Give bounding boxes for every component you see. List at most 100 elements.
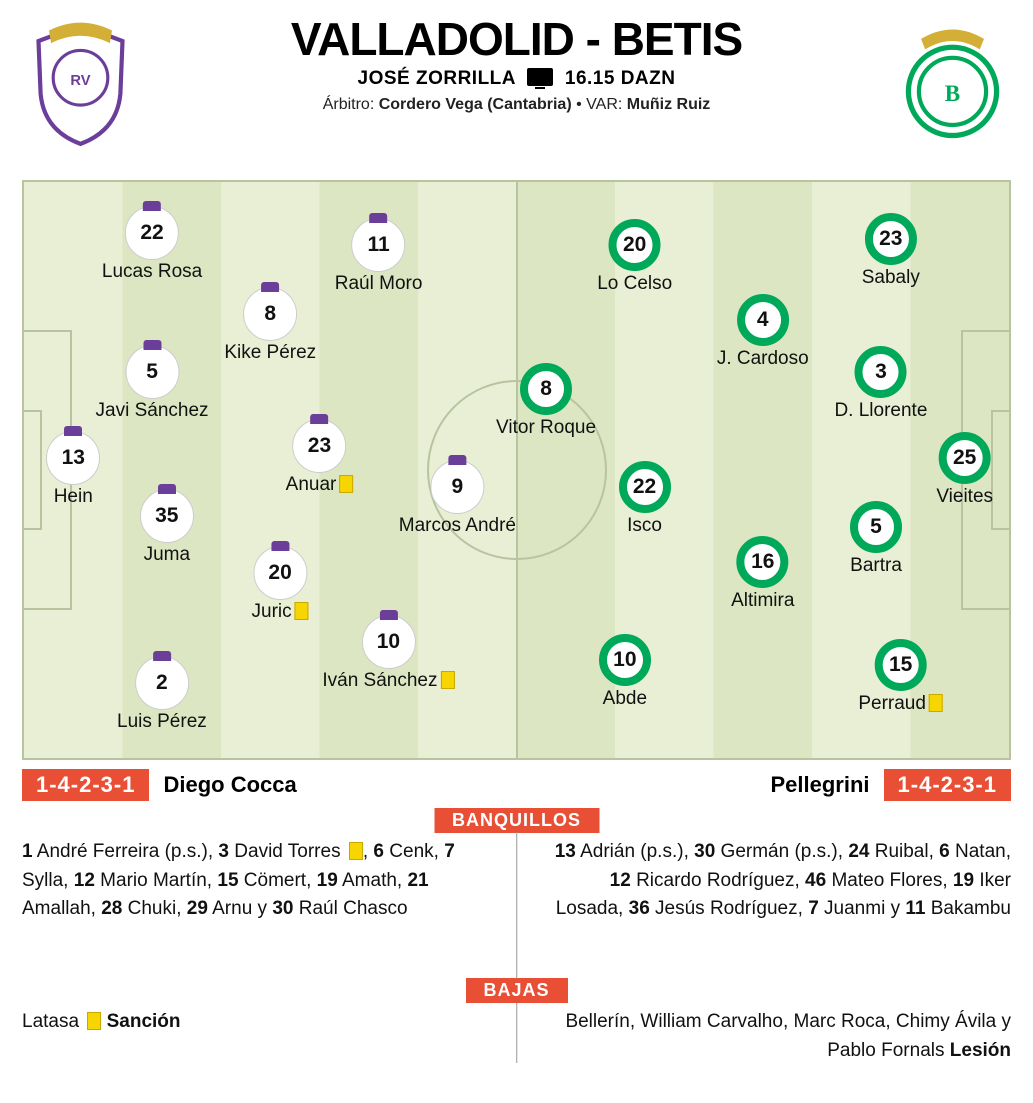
player-shirt: 13 — [47, 432, 99, 484]
home-player-2: 2Luis Pérez — [117, 657, 207, 733]
player-name: Javi Sánchez — [96, 400, 209, 422]
home-player-5: 5Javi Sánchez — [96, 346, 209, 422]
match-header: RV B VALLADOLID - BETIS JOSÉ ZORRILLA 16… — [0, 0, 1033, 122]
player-name: Luis Pérez — [117, 711, 207, 733]
away-bajas: Bellerín, William Carvalho, Marc Roca, C… — [541, 1008, 1011, 1065]
yellow-card-icon — [87, 1012, 101, 1030]
player-name: Juma — [141, 544, 193, 566]
player-name: Isco — [619, 515, 671, 537]
player-shirt: 22 — [619, 461, 671, 513]
home-player-13: 13Hein — [47, 432, 99, 508]
six-yard-box-left — [22, 410, 42, 530]
venue: JOSÉ ZORRILLA — [358, 68, 516, 89]
vertical-divider — [516, 832, 518, 1063]
home-player-10: 10Iván Sánchez — [322, 616, 454, 692]
player-name: J. Cardoso — [717, 348, 809, 370]
away-player-25: 25Vieites — [936, 432, 993, 508]
yellow-card-icon — [339, 475, 353, 493]
home-player-9: 9Marcos André — [399, 461, 516, 537]
player-shirt: 10 — [599, 634, 651, 686]
bajas-heading: BAJAS — [465, 978, 567, 1003]
player-name: Perraud — [858, 693, 943, 715]
player-name: Juric — [252, 601, 309, 623]
away-coach: Pellegrini — [531, 772, 870, 798]
away-player-5: 5Bartra — [850, 501, 902, 577]
referee-name: Cordero Vega (Cantabria) — [379, 96, 572, 113]
player-shirt: 2 — [136, 657, 188, 709]
player-shirt: 8 — [520, 363, 572, 415]
home-crest: RV — [28, 18, 133, 148]
player-name: Vitor Roque — [496, 417, 596, 439]
match-subtitle: JOSÉ ZORRILLA 16.15 DAZN — [0, 68, 1033, 90]
var-label: VAR: — [586, 96, 622, 113]
away-bajas-players: Bellerín, William Carvalho, Marc Roca, C… — [565, 1011, 1011, 1061]
player-name: Lucas Rosa — [102, 261, 202, 283]
home-bajas: Latasa Sanción — [22, 1008, 492, 1037]
player-name: Abde — [599, 688, 651, 710]
home-bajas-player: Latasa — [22, 1011, 79, 1032]
away-player-3: 3D. Llorente — [834, 346, 927, 422]
var-name: Muñiz Ruiz — [627, 96, 711, 113]
away-player-20: 20Lo Celso — [597, 219, 672, 295]
banquillos-heading: BANQUILLOS — [434, 808, 599, 833]
player-name: D. Llorente — [834, 400, 927, 422]
player-name: Hein — [47, 486, 99, 508]
player-shirt: 10 — [362, 616, 414, 668]
referee-label: Árbitro: — [323, 96, 375, 113]
player-shirt: 20 — [254, 547, 306, 599]
home-bench: 1 André Ferreira (p.s.), 3 David Torres … — [22, 838, 492, 924]
player-shirt: 25 — [939, 432, 991, 484]
player-shirt: 35 — [141, 490, 193, 542]
player-name: Iván Sánchez — [322, 670, 454, 692]
yellow-card-icon — [929, 694, 943, 712]
home-player-11: 11Raúl Moro — [335, 219, 423, 295]
player-shirt: 5 — [126, 346, 178, 398]
officials-line: Árbitro: Cordero Vega (Cantabria) • VAR:… — [0, 96, 1033, 114]
yellow-card-icon — [295, 602, 309, 620]
player-shirt: 9 — [431, 461, 483, 513]
away-crest: B — [900, 18, 1005, 148]
player-shirt: 15 — [875, 639, 927, 691]
player-shirt: 3 — [855, 346, 907, 398]
kickoff-time: 16.15 — [565, 68, 615, 89]
broadcaster: DAZN — [621, 68, 676, 89]
home-formation-badge: 1-4-2-3-1 — [22, 769, 149, 801]
player-name: Bartra — [850, 555, 902, 577]
home-bajas-reason: Sanción — [107, 1011, 181, 1032]
player-shirt: 23 — [293, 420, 345, 472]
player-name: Sabaly — [862, 267, 920, 289]
home-player-8: 8Kike Pérez — [224, 288, 316, 364]
tv-icon — [527, 68, 553, 86]
away-player-10: 10Abde — [599, 634, 651, 710]
player-shirt: 23 — [865, 213, 917, 265]
home-player-22: 22Lucas Rosa — [102, 207, 202, 283]
svg-text:RV: RV — [70, 73, 90, 89]
player-name: Altimira — [731, 590, 794, 612]
player-name: Anuar — [286, 474, 354, 496]
yellow-card-icon — [441, 671, 455, 689]
player-name: Vieites — [936, 486, 993, 508]
player-shirt: 4 — [737, 294, 789, 346]
player-name: Marcos André — [399, 515, 516, 537]
match-title: VALLADOLID - BETIS — [0, 12, 1033, 66]
player-name: Raúl Moro — [335, 273, 423, 295]
player-shirt: 22 — [126, 207, 178, 259]
away-player-16: 16Altimira — [731, 536, 794, 612]
lineup-pitch: 13Hein22Lucas Rosa5Javi Sánchez35Juma2Lu… — [22, 180, 1011, 760]
home-player-20: 20Juric — [252, 547, 309, 623]
away-player-4: 4J. Cardoso — [717, 294, 809, 370]
formation-bar: 1-4-2-3-1 Diego Cocca Pellegrini 1-4-2-3… — [22, 766, 1011, 804]
player-shirt: 20 — [609, 219, 661, 271]
player-shirt: 8 — [244, 288, 296, 340]
away-bajas-reason: Lesión — [950, 1040, 1011, 1061]
home-player-35: 35Juma — [141, 490, 193, 566]
player-shirt: 11 — [353, 219, 405, 271]
six-yard-box-right — [991, 410, 1011, 530]
player-shirt: 5 — [850, 501, 902, 553]
player-shirt: 16 — [737, 536, 789, 588]
away-bench: 13 Adrián (p.s.), 30 Germán (p.s.), 24 R… — [541, 838, 1011, 924]
away-player-15: 15Perraud — [858, 639, 943, 715]
home-coach: Diego Cocca — [163, 772, 502, 798]
player-name: Kike Pérez — [224, 342, 316, 364]
svg-text:B: B — [945, 80, 960, 106]
